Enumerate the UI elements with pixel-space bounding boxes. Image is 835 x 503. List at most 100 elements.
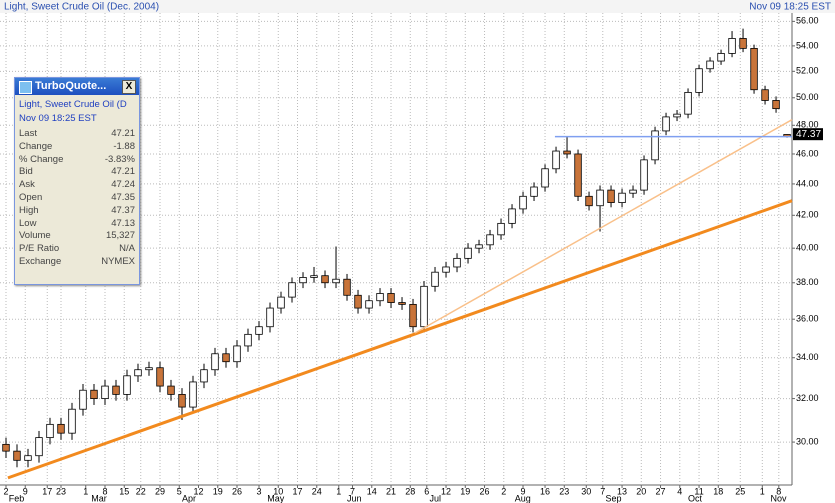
candle-body [497,222,505,236]
chart-title: Light, Sweet Crude Oil (Dec. 2004) [4,2,159,13]
candle-body [761,89,769,101]
x-tick-label: 12 [441,486,451,496]
quote-row: % Change -3.83% [19,154,135,167]
x-tick-label: 9 [23,486,28,496]
candle-body [640,159,648,191]
x-tick-label: 20 [636,486,646,496]
candle-body [321,275,329,284]
candle-body [112,385,120,395]
quote-label: Exchange [19,255,62,267]
x-tick-label: 6 [424,486,429,496]
month-label: Jul [430,493,442,503]
symbol: Light, Sweet Crude Oil (D [19,99,127,110]
x-tick-label: 24 [312,486,322,496]
x-tick-label: 2 [3,486,8,496]
candle-body [706,60,714,70]
window-title: TurboQuote... [35,80,107,92]
candle-body [453,257,461,268]
quote-label: % Change [19,153,64,165]
window-title-bar[interactable]: TurboQuote... X [15,78,139,95]
quote-value: 47.37 [111,204,135,216]
x-tick-label: 13 [617,486,627,496]
candle-body [717,53,725,62]
x-tick-label: 27 [656,486,666,496]
quote-value: 47.35 [111,191,135,203]
quote-value: N/A [119,243,135,255]
trendline [7,199,793,480]
candle-body [431,271,439,287]
month-label: Aug [515,493,531,503]
x-tick-label: 18 [713,486,723,496]
candle-body [376,293,384,302]
candle-body [167,385,175,395]
candle-body [101,385,109,399]
x-tick-label: 10 [273,486,283,496]
x-tick-label: 4 [677,486,682,496]
x-tick-label: 1 [83,486,88,496]
quote-label: Volume [19,230,51,242]
x-tick-label: 8 [102,486,107,496]
header-bar [0,0,835,13]
candle-body [233,345,241,363]
x-tick-label: 28 [405,486,415,496]
month-label: Nov [771,493,788,503]
x-tick-label: 11 [694,486,703,496]
candle-body [211,353,219,371]
quote-label: Last [19,128,37,139]
x-tick-label: 7 [600,486,605,496]
candle-body [442,266,450,273]
candle-body [354,294,362,309]
y-tick-label: 54.00 [796,40,819,50]
x-tick-label: 9 [521,486,526,496]
quote-value: NYMEX [101,255,135,267]
quote-row: P/E Ratio N/A [19,243,135,256]
x-tick-label: 25 [735,486,745,496]
x-tick-label: 12 [194,486,204,496]
candle-body [662,116,670,132]
x-tick-label: 22 [136,486,146,496]
candle-body [13,450,21,461]
candle-body [57,423,65,434]
candle-body [420,285,428,328]
y-tick-label: 36.00 [796,314,819,324]
y-tick-label: 32.00 [796,393,819,403]
x-tick-label: 16 [540,486,550,496]
quote-row: Exchange NYMEX [19,256,135,269]
month-label: May [267,493,285,503]
x-tick-label: 5 [177,486,182,496]
candle-body [684,91,692,115]
candle-body [772,100,780,110]
candle-body [123,375,131,395]
candle-body [255,326,263,335]
candle-body [398,302,406,305]
candle-body [629,189,637,194]
y-tick-label: 50.00 [796,92,819,102]
y-tick-label: 56.00 [796,16,819,26]
timestamp: Nov 09 18:25 EST [749,2,831,13]
candle-body [530,186,538,197]
quote-label: Ask [19,179,35,191]
x-tick-label: 19 [460,486,470,496]
close-button[interactable]: X [122,80,136,94]
x-tick-label: 29 [155,486,165,496]
quote-value: 47.13 [111,217,135,229]
x-tick-label: 30 [581,486,591,496]
candle-body [618,192,626,203]
quote-window[interactable]: TurboQuote... X Light, Sweet Crude Oil (D… [14,77,140,285]
quote-value: 15,327 [105,230,135,242]
month-label: Apr [182,493,196,503]
quote-row: High 47.37 [19,205,135,218]
candle-body [288,282,296,298]
month-label: Feb [9,493,25,503]
x-tick-label: 15 [119,486,129,496]
trendline [414,119,793,334]
candle-body [46,423,54,439]
candle-body [90,389,98,399]
quote-value: 47.21 [111,166,135,178]
candle-body [387,293,395,303]
window-icon [19,81,32,94]
candle-body [750,47,758,91]
y-tick-label: 42.00 [796,210,819,220]
candle-body [178,393,186,408]
candle-body [222,353,230,363]
